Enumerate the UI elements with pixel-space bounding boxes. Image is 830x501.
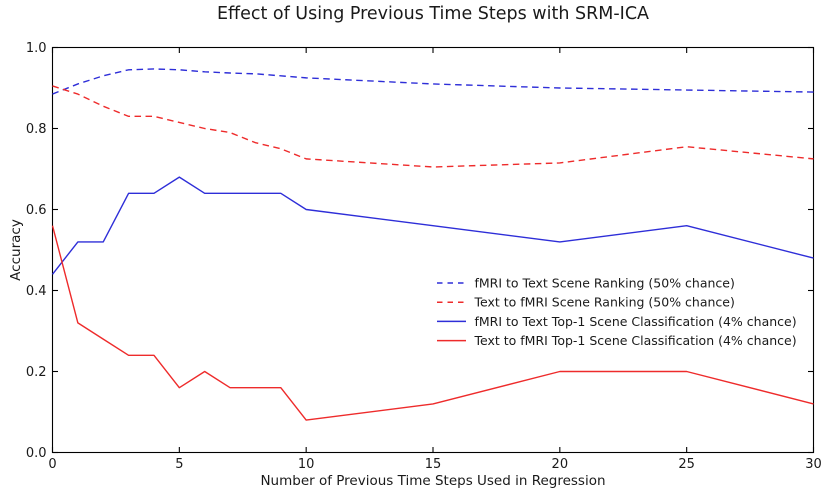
x-tick-label: 10 — [298, 457, 315, 472]
chart-title: Effect of Using Previous Time Steps with… — [216, 4, 650, 24]
y-tick-label: 0.0 — [26, 446, 47, 461]
y-axis-label: Accuracy — [8, 219, 24, 281]
series-line-0 — [52, 68, 814, 95]
x-axis-label: Number of Previous Time Steps Used in Re… — [260, 473, 606, 489]
series-line-2 — [51, 176, 814, 275]
x-tick-label: 5 — [175, 457, 183, 472]
y-tick-label: 1.0 — [26, 41, 47, 56]
legend-label-1: Text to fMRI Scene Ranking (50% chance) — [474, 295, 735, 310]
series-line-3 — [51, 225, 814, 421]
y-tick-label: 0.6 — [26, 203, 47, 218]
y-tick-label: 0.4 — [26, 284, 47, 299]
x-tick-label: 25 — [678, 457, 695, 472]
x-tick-label: 20 — [552, 457, 569, 472]
legend-label-3: Text to fMRI Top-1 Scene Classification … — [474, 333, 797, 348]
axes-frame — [51, 46, 815, 454]
x-tick-label: 0 — [48, 457, 56, 472]
x-tick-label: 15 — [425, 457, 442, 472]
legend-label-0: fMRI to Text Scene Ranking (50% chance) — [475, 276, 735, 291]
y-tick-label: 0.8 — [26, 122, 47, 137]
y-tick-label: 0.2 — [26, 365, 47, 380]
series-line-1 — [52, 85, 814, 168]
x-tick-label: 30 — [805, 457, 822, 472]
legend-label-2: fMRI to Text Top-1 Scene Classification … — [475, 314, 797, 329]
